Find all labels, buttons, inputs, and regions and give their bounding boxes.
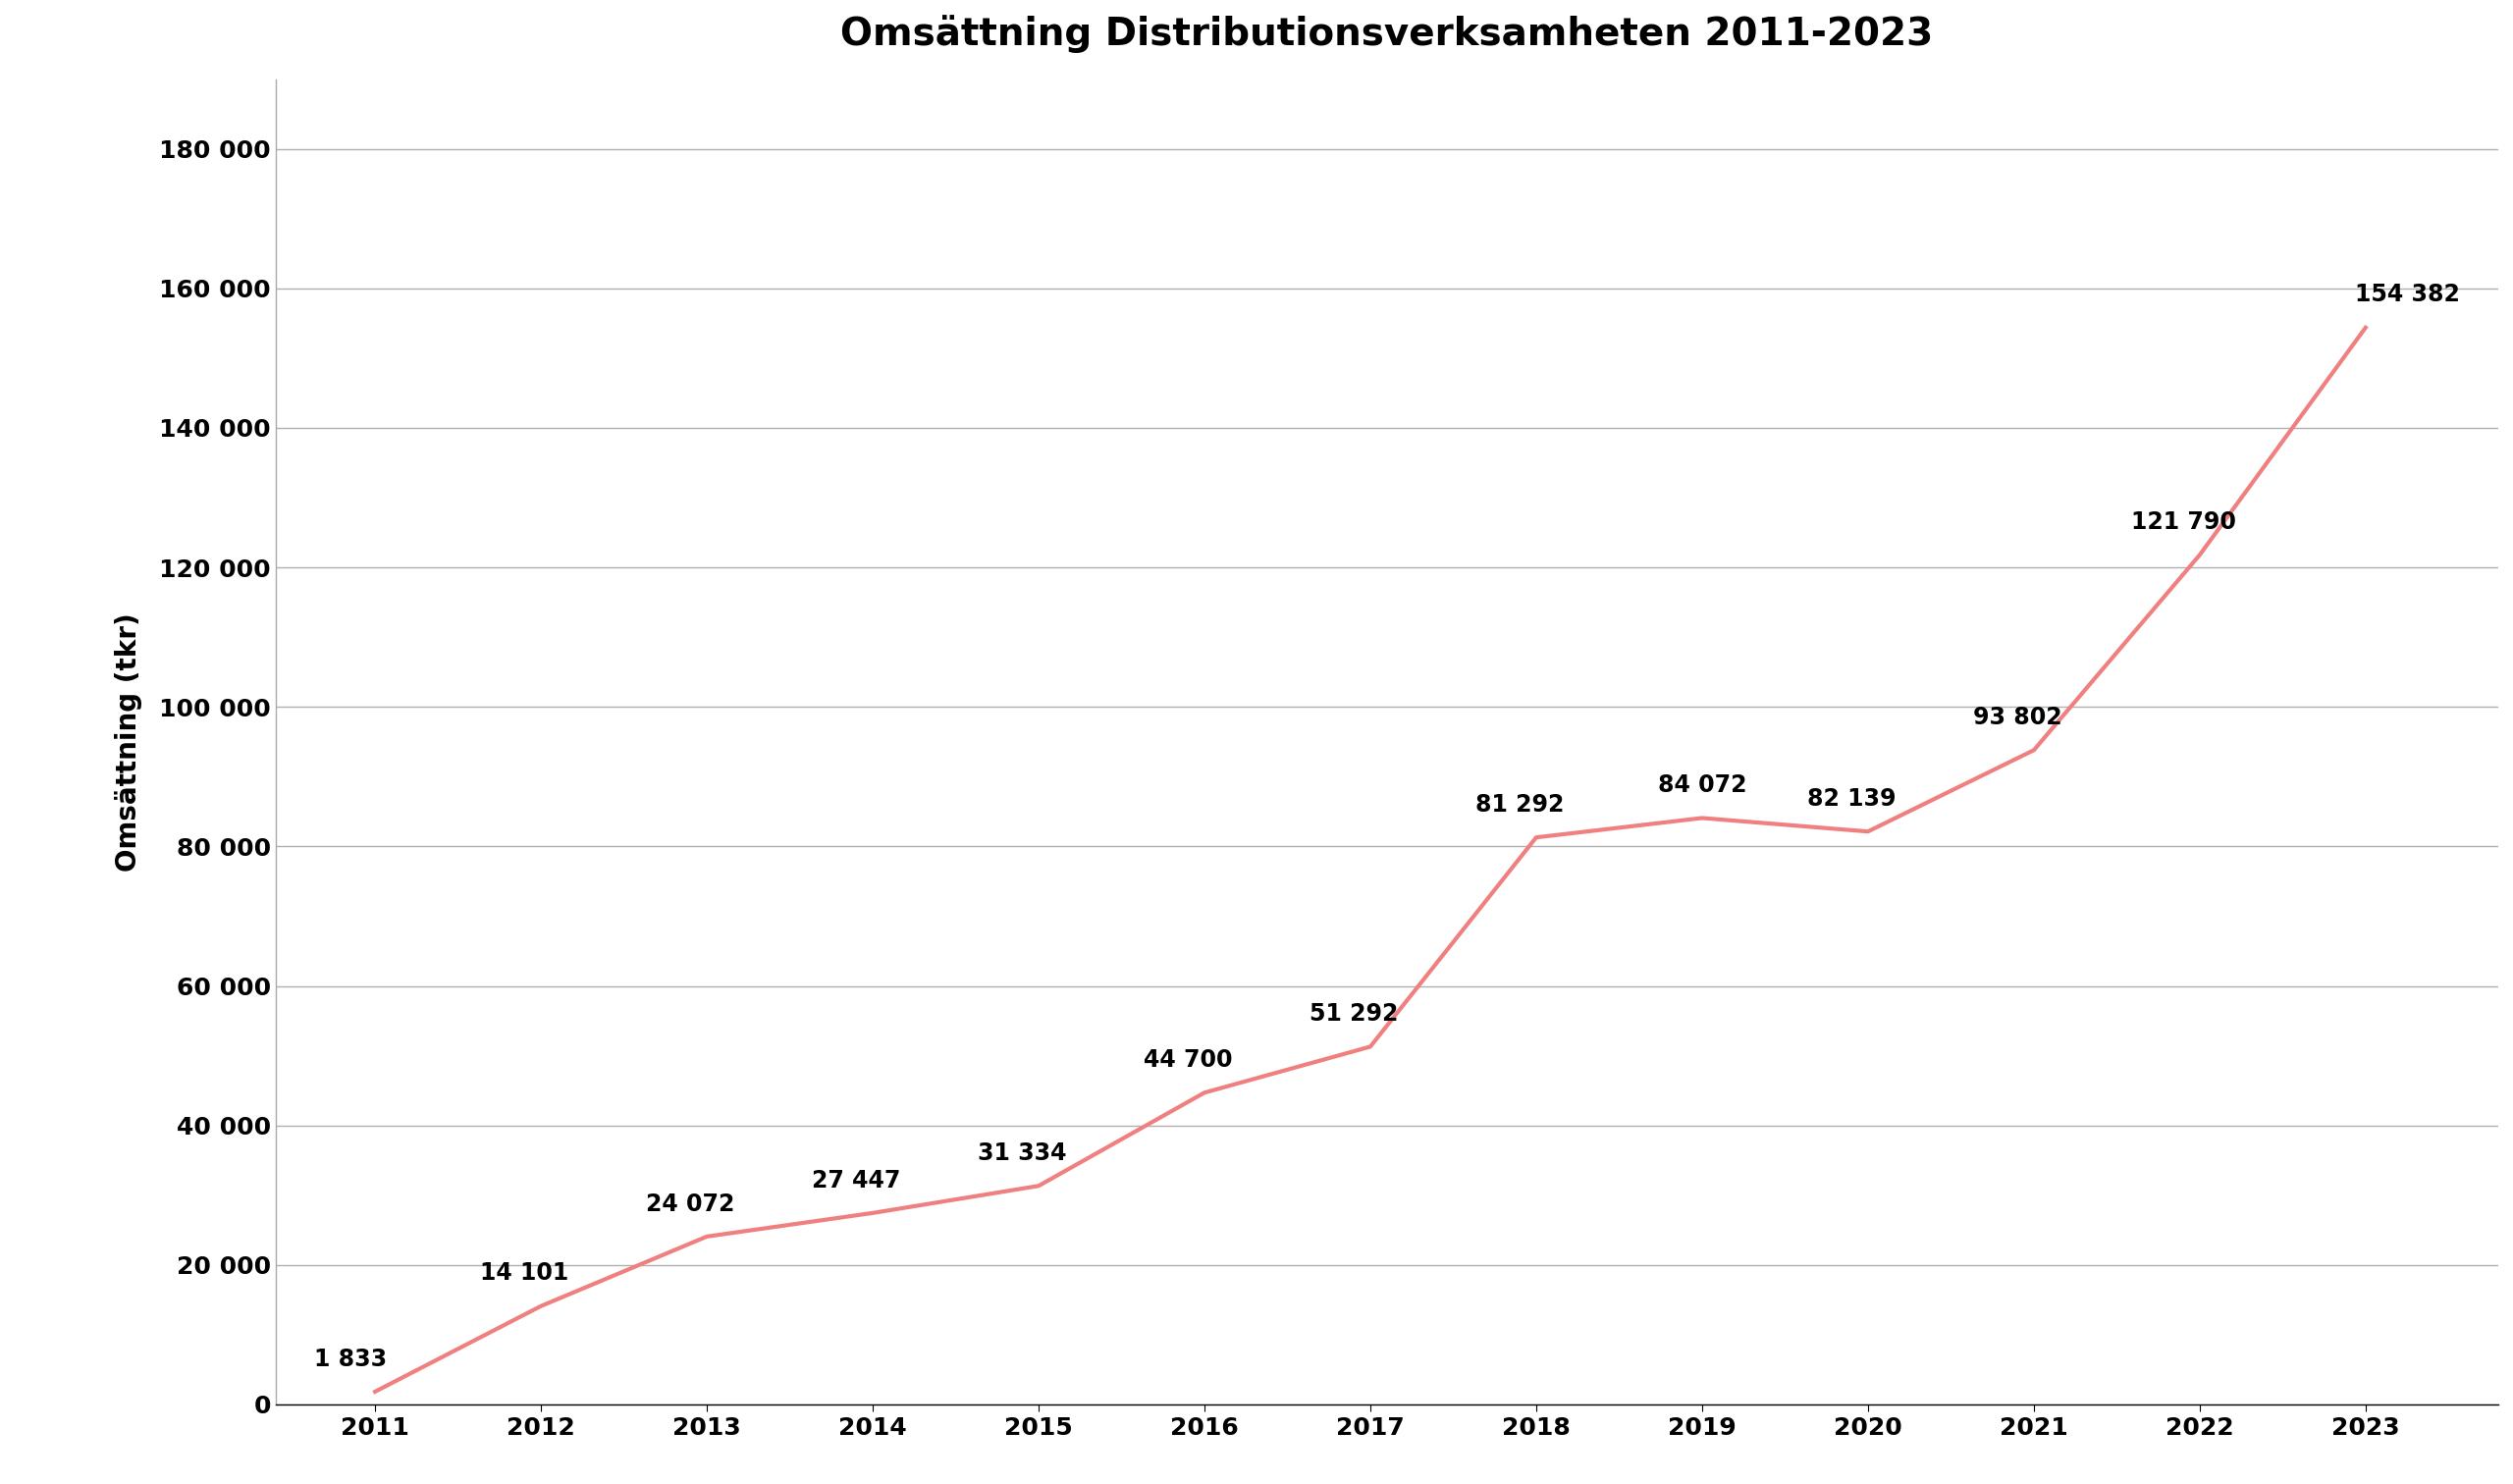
Text: 1 833: 1 833 bbox=[314, 1347, 387, 1371]
Text: 24 072: 24 072 bbox=[646, 1192, 734, 1215]
Text: 81 292: 81 292 bbox=[1475, 792, 1563, 816]
Text: 82 139: 82 139 bbox=[1807, 787, 1895, 810]
Text: 84 072: 84 072 bbox=[1659, 773, 1747, 797]
Text: 31 334: 31 334 bbox=[978, 1141, 1066, 1165]
Title: Omsättning Distributionsverksamheten 2011-2023: Omsättning Distributionsverksamheten 201… bbox=[839, 15, 1932, 53]
Text: 44 700: 44 700 bbox=[1143, 1048, 1231, 1071]
Text: 93 802: 93 802 bbox=[1973, 706, 2061, 729]
Text: 51 292: 51 292 bbox=[1309, 1002, 1397, 1025]
Text: 14 101: 14 101 bbox=[480, 1261, 568, 1285]
Text: 154 382: 154 382 bbox=[2355, 283, 2460, 307]
Y-axis label: Omsättning (tkr): Omsättning (tkr) bbox=[116, 613, 143, 871]
Text: 27 447: 27 447 bbox=[812, 1168, 900, 1192]
Text: 121 790: 121 790 bbox=[2131, 510, 2237, 534]
